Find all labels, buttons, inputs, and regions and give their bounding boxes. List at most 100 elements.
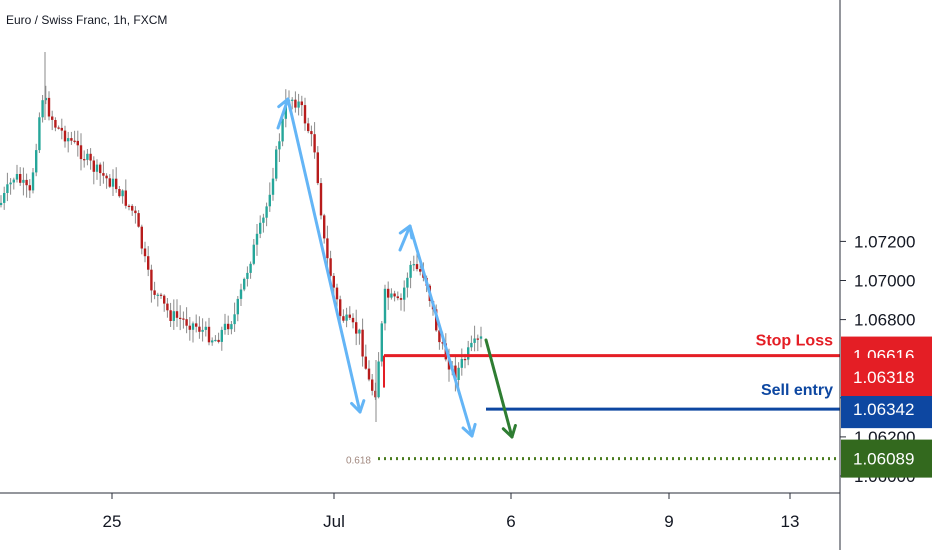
arrow-down-1-head <box>350 399 366 414</box>
candle-body <box>294 99 297 108</box>
candle-body <box>393 293 396 297</box>
candle-body <box>143 248 147 257</box>
candle-body <box>67 138 70 142</box>
y-tick-label: 1.07200 <box>854 232 915 251</box>
price-badge-label: 1.06318 <box>853 368 914 387</box>
candle-body <box>204 326 207 330</box>
candle-body <box>329 258 332 276</box>
candle-body <box>335 287 339 300</box>
candle-body <box>467 347 470 360</box>
candle-body <box>297 101 300 108</box>
candle-body <box>12 179 15 183</box>
candle-body <box>284 101 287 119</box>
candle-body <box>102 173 105 176</box>
candle-body <box>438 330 441 343</box>
candle-body <box>28 185 31 191</box>
candle-body <box>195 323 198 327</box>
candle-body <box>342 316 345 321</box>
candle-body <box>25 179 28 186</box>
candle-body <box>310 131 313 135</box>
candle-body <box>147 256 150 270</box>
candle-body <box>127 205 131 207</box>
candle-body <box>358 329 361 334</box>
candle-body <box>278 141 281 150</box>
candle-body <box>364 356 367 369</box>
candle-body <box>166 303 169 311</box>
candle-body <box>214 339 217 342</box>
candle-body <box>460 359 463 368</box>
candle-body <box>79 145 83 160</box>
candle-body <box>390 293 393 298</box>
candle-body <box>134 210 137 214</box>
candle-body <box>236 298 239 315</box>
candle-body <box>6 184 9 193</box>
candle-body <box>291 99 294 101</box>
candle-body <box>83 159 86 161</box>
candle-body <box>169 310 172 321</box>
candle-body <box>121 190 124 197</box>
candle-body <box>47 97 51 117</box>
candle-body <box>172 311 175 321</box>
candle-body <box>57 127 60 129</box>
candle-body <box>3 193 6 203</box>
fib-level-label: 0.618 <box>346 456 371 467</box>
candle-body <box>44 97 47 101</box>
candle-body <box>131 205 134 211</box>
candle-body <box>239 289 243 299</box>
candle-body <box>406 277 409 288</box>
price-badge-label: 1.06342 <box>853 400 914 419</box>
candle-body <box>89 153 92 161</box>
candle-body <box>415 264 419 270</box>
candle-body <box>115 178 118 190</box>
candle-body <box>63 130 67 142</box>
candle-body <box>271 178 275 195</box>
candle-body <box>19 174 22 183</box>
arrow-target-head <box>501 423 517 439</box>
candle-body <box>108 178 111 187</box>
candle-body <box>233 314 236 325</box>
candle-body <box>227 323 230 330</box>
candle-body <box>323 215 326 239</box>
candle-body <box>70 138 73 141</box>
candle-body <box>403 287 406 300</box>
candle-body <box>332 275 335 288</box>
candle-body <box>51 116 54 120</box>
y-tick-label: 1.07000 <box>854 272 915 291</box>
candle-body <box>473 338 476 343</box>
candle-body <box>275 149 278 179</box>
candle-body <box>105 175 108 179</box>
candle-body <box>479 336 483 339</box>
candle-body <box>41 100 44 118</box>
candle-body <box>95 164 99 172</box>
candle-body <box>252 244 255 264</box>
candle-body <box>92 160 95 172</box>
candle-body <box>300 101 303 106</box>
time-axis[interactable]: 25 Jul 6 9 13 <box>103 493 800 531</box>
candle-body <box>22 179 25 183</box>
candle-body <box>9 182 12 185</box>
candle-body <box>454 365 457 380</box>
candle-body <box>175 311 179 318</box>
candle-body <box>223 323 227 330</box>
x-tick-label: 6 <box>506 512 515 531</box>
candle-body <box>217 339 220 342</box>
candle-body <box>15 174 19 180</box>
candle-body <box>348 314 351 318</box>
candle-body <box>447 359 451 370</box>
candle-body <box>409 264 412 278</box>
candle-body <box>185 319 188 326</box>
arrow-down-2-head <box>461 422 477 438</box>
candle-body <box>377 361 380 398</box>
candle-body <box>230 324 233 330</box>
x-tick-label: 25 <box>103 512 122 531</box>
candle-body <box>31 172 35 191</box>
candle-body <box>367 368 371 380</box>
candle-body <box>188 325 191 330</box>
candle-body <box>246 272 249 279</box>
x-tick-label: 13 <box>781 512 800 531</box>
candle-body <box>159 294 163 296</box>
candle-body <box>316 152 319 184</box>
candle-body <box>150 269 153 291</box>
arrow-up-2 <box>398 224 412 252</box>
